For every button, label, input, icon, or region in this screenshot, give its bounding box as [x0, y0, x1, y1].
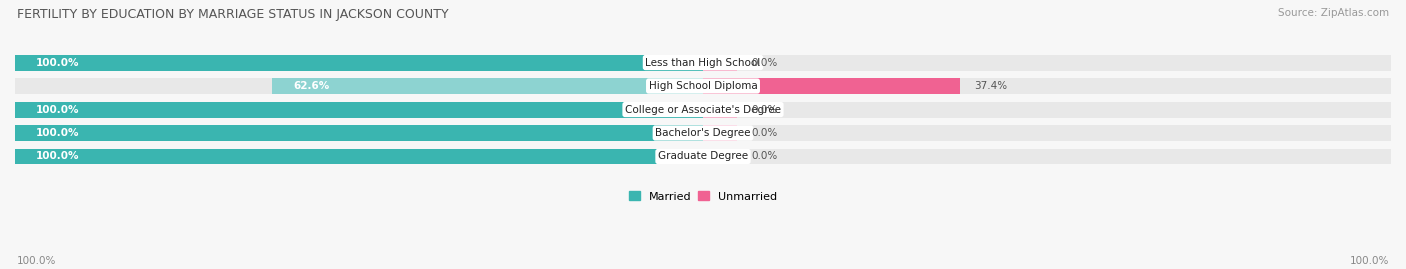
Text: College or Associate's Degree: College or Associate's Degree [626, 105, 780, 115]
Bar [15, 55, 703, 70]
Text: 100.0%: 100.0% [35, 128, 79, 138]
Text: Bachelor's Degree: Bachelor's Degree [655, 128, 751, 138]
Text: 62.6%: 62.6% [292, 81, 329, 91]
Bar [15, 148, 1391, 164]
Bar [703, 101, 737, 118]
Bar [273, 78, 703, 94]
Bar [703, 148, 737, 164]
Text: Graduate Degree: Graduate Degree [658, 151, 748, 161]
Bar [703, 125, 737, 141]
Text: 0.0%: 0.0% [751, 151, 778, 161]
Text: 0.0%: 0.0% [751, 128, 778, 138]
Legend: Married, Unmarried: Married, Unmarried [624, 187, 782, 206]
Text: High School Diploma: High School Diploma [648, 81, 758, 91]
Text: 100.0%: 100.0% [17, 256, 56, 266]
Text: 0.0%: 0.0% [751, 105, 778, 115]
Bar [15, 125, 703, 141]
Text: 37.4%: 37.4% [974, 81, 1007, 91]
Text: Less than High School: Less than High School [645, 58, 761, 68]
Text: 100.0%: 100.0% [35, 58, 79, 68]
Text: Source: ZipAtlas.com: Source: ZipAtlas.com [1278, 8, 1389, 18]
Text: FERTILITY BY EDUCATION BY MARRIAGE STATUS IN JACKSON COUNTY: FERTILITY BY EDUCATION BY MARRIAGE STATU… [17, 8, 449, 21]
Text: 100.0%: 100.0% [35, 105, 79, 115]
Text: 100.0%: 100.0% [35, 151, 79, 161]
Bar [703, 55, 737, 70]
Bar [15, 101, 1391, 118]
Bar [15, 55, 1391, 70]
Bar [703, 78, 960, 94]
Bar [15, 148, 703, 164]
Bar [15, 101, 703, 118]
Text: 0.0%: 0.0% [751, 58, 778, 68]
Text: 100.0%: 100.0% [1350, 256, 1389, 266]
Bar [15, 125, 1391, 141]
Bar [15, 78, 1391, 94]
